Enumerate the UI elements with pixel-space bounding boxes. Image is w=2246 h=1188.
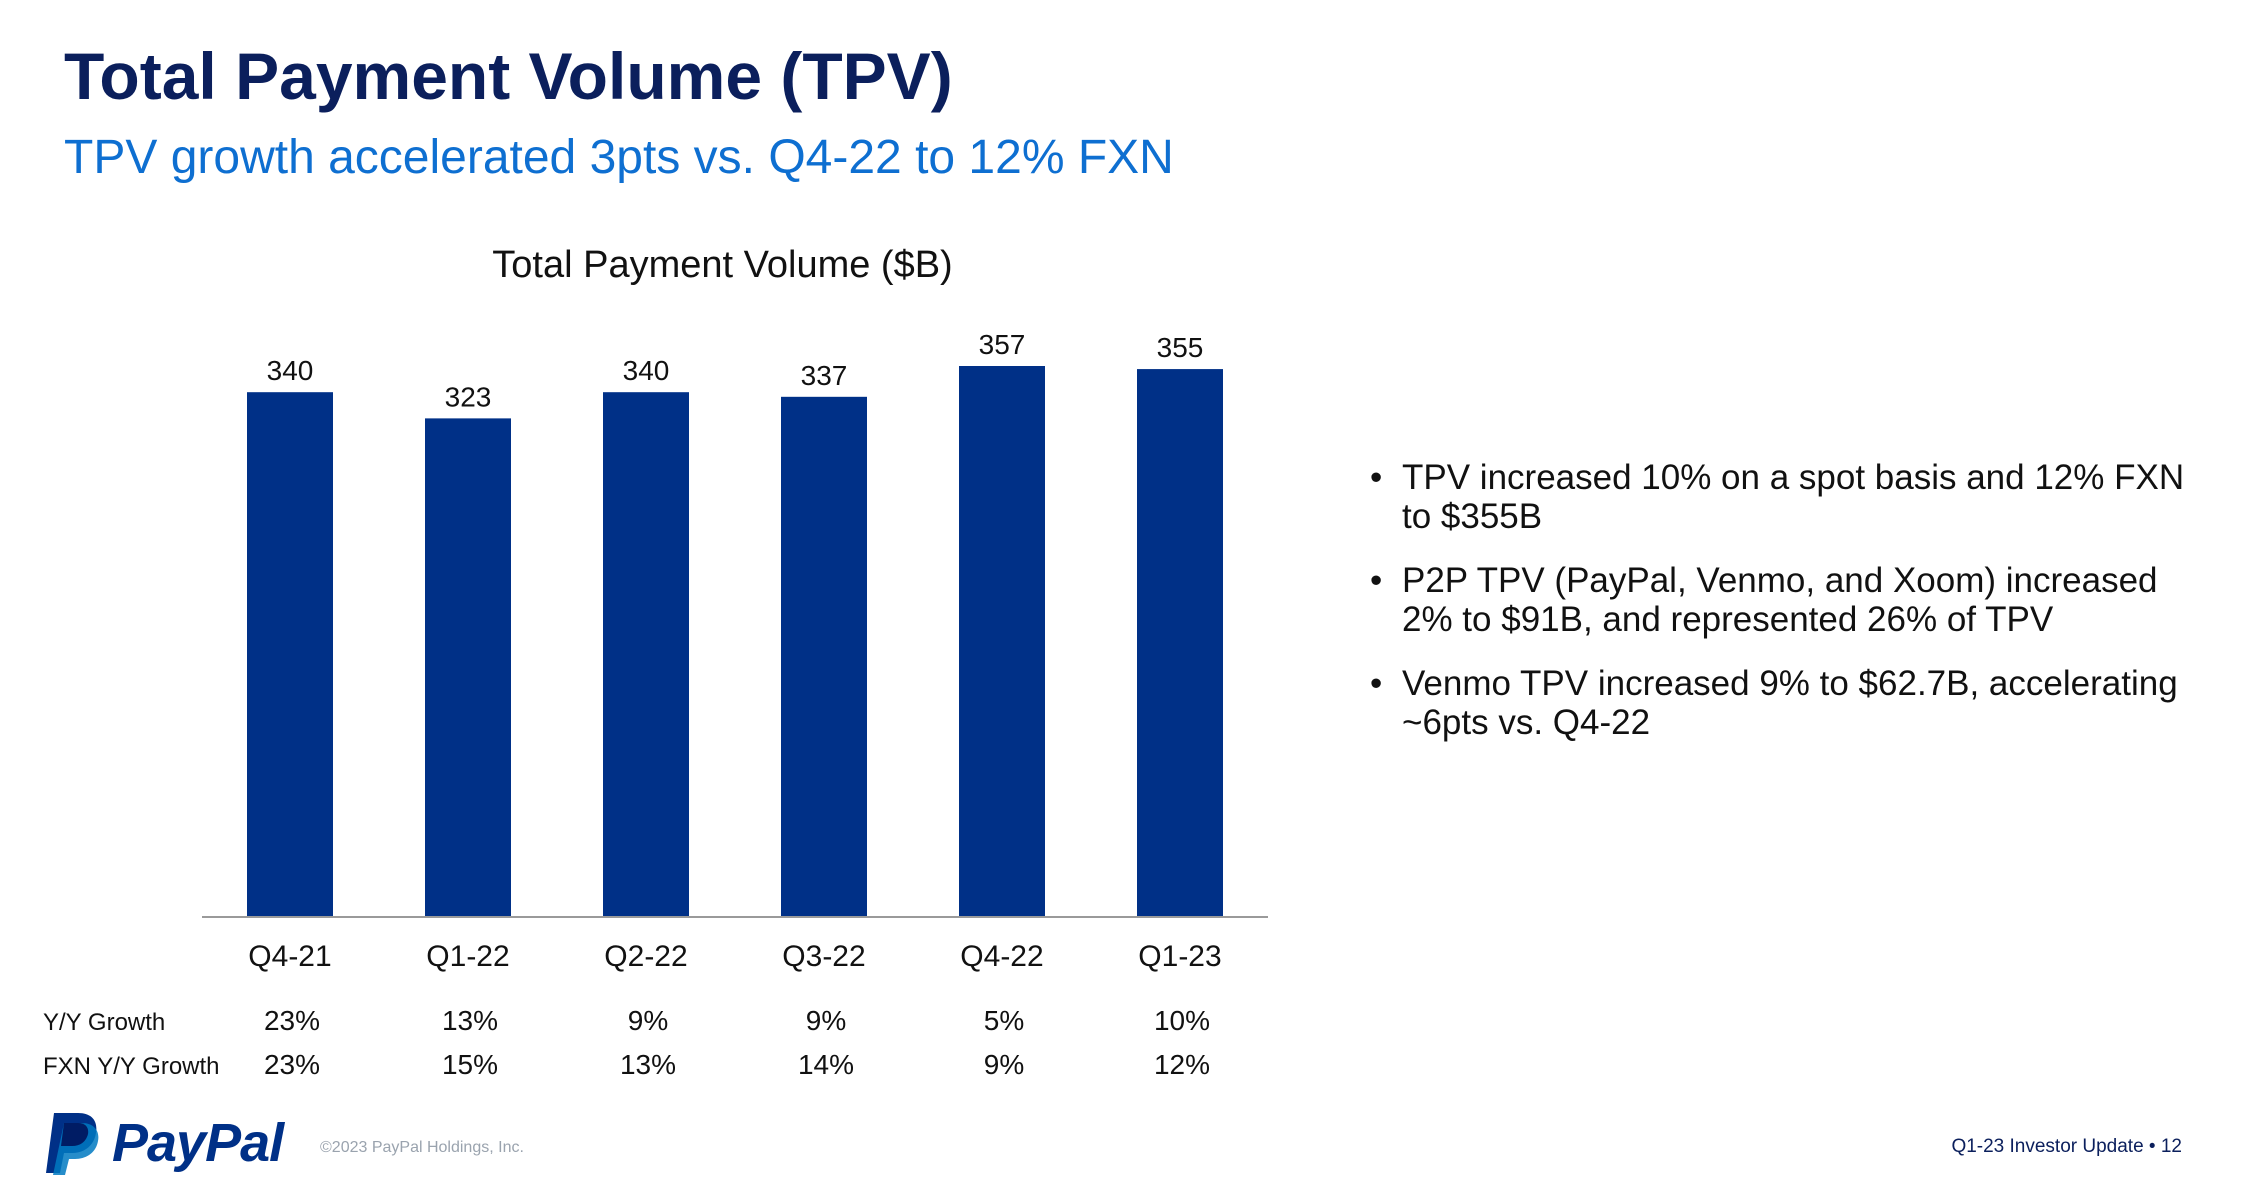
growth-value: 23%	[264, 1005, 320, 1036]
growth-value: 5%	[984, 1005, 1024, 1036]
paypal-logo: PayPal	[44, 1108, 284, 1178]
key-points-list: • TPV increased 10% on a spot basis and 1…	[1370, 458, 2210, 767]
bar	[781, 396, 867, 916]
tpv-bar-chart: 340 Q4-21 323 Q1-22 340 Q2-22 337 Q3-22 357 Q4-22…	[43, 329, 1268, 1080]
bar	[959, 366, 1045, 916]
bar-value-label: 323	[445, 381, 492, 412]
growth-value: 14%	[798, 1049, 854, 1080]
chart-title: Total Payment Volume ($B)	[492, 244, 953, 286]
bar	[247, 392, 333, 916]
bar-value-label: 355	[1157, 332, 1204, 363]
bar-value-label: 337	[801, 360, 848, 391]
growth-value: 9%	[984, 1049, 1024, 1080]
growth-row-label: FXN Y/Y Growth	[43, 1053, 220, 1080]
growth-row-label: Y/Y Growth	[43, 1009, 165, 1036]
key-point: • TPV increased 10% on a spot basis and 1…	[1370, 458, 2185, 536]
bar-value-label: 340	[623, 355, 670, 386]
key-point: • P2P TPV (PayPal, Venmo, and Xoom) incre…	[1370, 561, 2158, 639]
x-tick-label: Q1-22	[426, 940, 509, 973]
key-point-text: Venmo TPV increased 9% to $62.7B, accele…	[1402, 664, 2178, 742]
growth-value: 10%	[1154, 1005, 1210, 1036]
x-tick-label: Q4-22	[960, 940, 1043, 973]
growth-value: 13%	[442, 1005, 498, 1036]
x-tick-label: Q4-21	[248, 940, 331, 973]
bar	[1137, 369, 1223, 916]
growth-value: 9%	[628, 1005, 668, 1036]
growth-value: 13%	[620, 1049, 676, 1080]
bar	[425, 418, 511, 916]
growth-value: 9%	[806, 1005, 846, 1036]
bar-value-label: 340	[267, 355, 314, 386]
footer-page-info: Q1-23 Investor Update • 12	[1951, 1136, 2182, 1157]
bar	[603, 392, 689, 916]
page-title: Total Payment Volume (TPV)	[64, 39, 953, 113]
growth-value: 12%	[1154, 1049, 1210, 1080]
growth-value: 23%	[264, 1049, 320, 1080]
x-tick-label: Q2-22	[604, 940, 687, 973]
paypal-wordmark: PayPal	[112, 1113, 284, 1173]
growth-value: 15%	[442, 1049, 498, 1080]
paypal-p-icon	[46, 1113, 99, 1175]
bar-value-label: 357	[979, 329, 1026, 360]
key-point-text: P2P TPV (PayPal, Venmo, and Xoom) increa…	[1402, 561, 2158, 639]
key-point-text: TPV increased 10% on a spot basis and 12…	[1402, 458, 2185, 536]
page-subtitle: TPV growth accelerated 3pts vs. Q4-22 to…	[64, 131, 1174, 184]
copyright: ©2023 PayPal Holdings, Inc.	[320, 1139, 524, 1156]
key-point: • Venmo TPV increased 9% to $62.7B, accel…	[1370, 664, 2178, 742]
x-tick-label: Q1-23	[1138, 940, 1221, 973]
x-tick-label: Q3-22	[782, 940, 865, 973]
